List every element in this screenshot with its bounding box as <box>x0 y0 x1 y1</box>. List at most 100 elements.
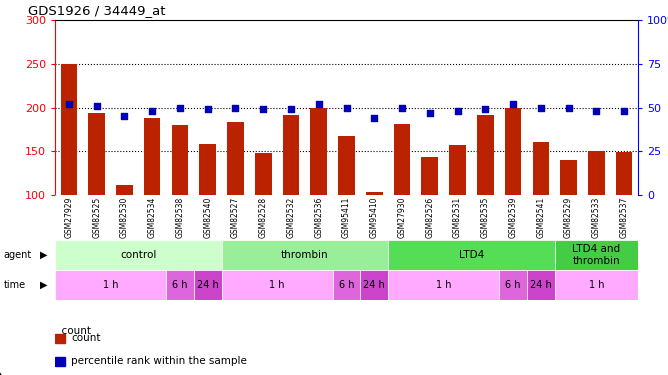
Bar <box>499 270 527 300</box>
Bar <box>55 357 65 366</box>
Text: count: count <box>71 333 101 343</box>
Bar <box>338 135 355 195</box>
Bar <box>227 122 244 195</box>
Text: GSM82530: GSM82530 <box>120 197 129 238</box>
Bar <box>449 145 466 195</box>
Text: LTD4: LTD4 <box>459 250 484 260</box>
Point <box>313 101 324 107</box>
Bar <box>388 240 554 270</box>
Text: 6 h: 6 h <box>172 280 188 290</box>
Point <box>286 106 297 112</box>
Point <box>619 108 629 114</box>
Bar <box>116 184 133 195</box>
Bar <box>55 270 166 300</box>
Text: GSM82533: GSM82533 <box>592 197 601 238</box>
Point <box>508 101 518 107</box>
Point <box>536 105 546 111</box>
Text: GSM82528: GSM82528 <box>259 197 268 238</box>
Bar <box>311 108 327 195</box>
Text: 1 h: 1 h <box>103 280 118 290</box>
Bar <box>55 240 222 270</box>
Bar <box>388 270 499 300</box>
Point <box>424 110 435 116</box>
Point <box>563 105 574 111</box>
Bar <box>360 270 388 300</box>
Text: GSM27929: GSM27929 <box>64 197 73 238</box>
Bar <box>144 118 160 195</box>
Text: GSM82537: GSM82537 <box>620 197 629 238</box>
Bar <box>366 192 383 195</box>
Text: LTD4 and
thrombin: LTD4 and thrombin <box>572 244 621 266</box>
Bar <box>333 270 360 300</box>
Bar <box>172 125 188 195</box>
Text: GSM82527: GSM82527 <box>231 197 240 238</box>
Text: GSM82536: GSM82536 <box>314 197 323 238</box>
Text: control: control <box>120 250 156 260</box>
Bar <box>222 240 388 270</box>
Bar <box>199 144 216 195</box>
Point <box>92 103 102 109</box>
Text: percentile rank within the sample: percentile rank within the sample <box>71 357 247 366</box>
Text: GSM82534: GSM82534 <box>148 197 157 238</box>
Text: GSM82535: GSM82535 <box>481 197 490 238</box>
Text: ▶: ▶ <box>39 280 47 290</box>
Text: agent: agent <box>3 250 31 260</box>
Text: ▶: ▶ <box>39 250 47 260</box>
Point <box>341 105 352 111</box>
Text: GSM82538: GSM82538 <box>176 197 184 238</box>
Text: GDS1926 / 34449_at: GDS1926 / 34449_at <box>27 4 165 17</box>
Bar <box>505 108 522 195</box>
Bar <box>61 64 77 195</box>
Point <box>369 115 379 121</box>
Bar <box>554 240 638 270</box>
Text: 1 h: 1 h <box>589 280 604 290</box>
Bar <box>194 270 222 300</box>
Bar <box>88 113 105 195</box>
Text: thrombin: thrombin <box>281 250 329 260</box>
Text: 24 h: 24 h <box>530 280 552 290</box>
Text: GSM82531: GSM82531 <box>453 197 462 238</box>
Point <box>174 105 185 111</box>
Point <box>147 108 158 114</box>
Point <box>397 105 407 111</box>
Text: GSM82539: GSM82539 <box>508 197 518 238</box>
Point <box>591 108 602 114</box>
Text: GSM82529: GSM82529 <box>564 197 573 238</box>
Text: 24 h: 24 h <box>197 280 218 290</box>
Text: 6 h: 6 h <box>505 280 521 290</box>
Text: count: count <box>55 326 91 336</box>
Text: 24 h: 24 h <box>363 280 385 290</box>
Text: GSM27930: GSM27930 <box>397 197 407 238</box>
Bar <box>477 116 494 195</box>
Point <box>452 108 463 114</box>
Text: GSM82532: GSM82532 <box>287 197 295 238</box>
Text: GSM82541: GSM82541 <box>536 197 545 238</box>
Point <box>258 106 269 112</box>
Bar <box>283 114 299 195</box>
Text: GSM82526: GSM82526 <box>426 197 434 238</box>
Bar <box>527 270 554 300</box>
Bar <box>532 142 549 195</box>
Text: GSM95410: GSM95410 <box>370 197 379 238</box>
Bar <box>222 270 333 300</box>
Bar <box>255 153 272 195</box>
Point <box>480 106 491 112</box>
Text: 1 h: 1 h <box>436 280 452 290</box>
Point <box>63 101 74 107</box>
Bar <box>616 152 633 195</box>
Bar <box>422 158 438 195</box>
Text: 1 h: 1 h <box>269 280 285 290</box>
Bar <box>588 151 605 195</box>
Point <box>202 106 213 112</box>
Bar <box>560 160 577 195</box>
Text: 6 h: 6 h <box>339 280 354 290</box>
Bar <box>393 124 410 195</box>
Text: time: time <box>3 280 25 290</box>
Bar <box>166 270 194 300</box>
Text: GSM95411: GSM95411 <box>342 197 351 238</box>
Text: GSM82525: GSM82525 <box>92 197 101 238</box>
Bar <box>554 270 638 300</box>
Point <box>230 105 240 111</box>
Bar <box>55 334 65 343</box>
Text: GSM82540: GSM82540 <box>203 197 212 238</box>
